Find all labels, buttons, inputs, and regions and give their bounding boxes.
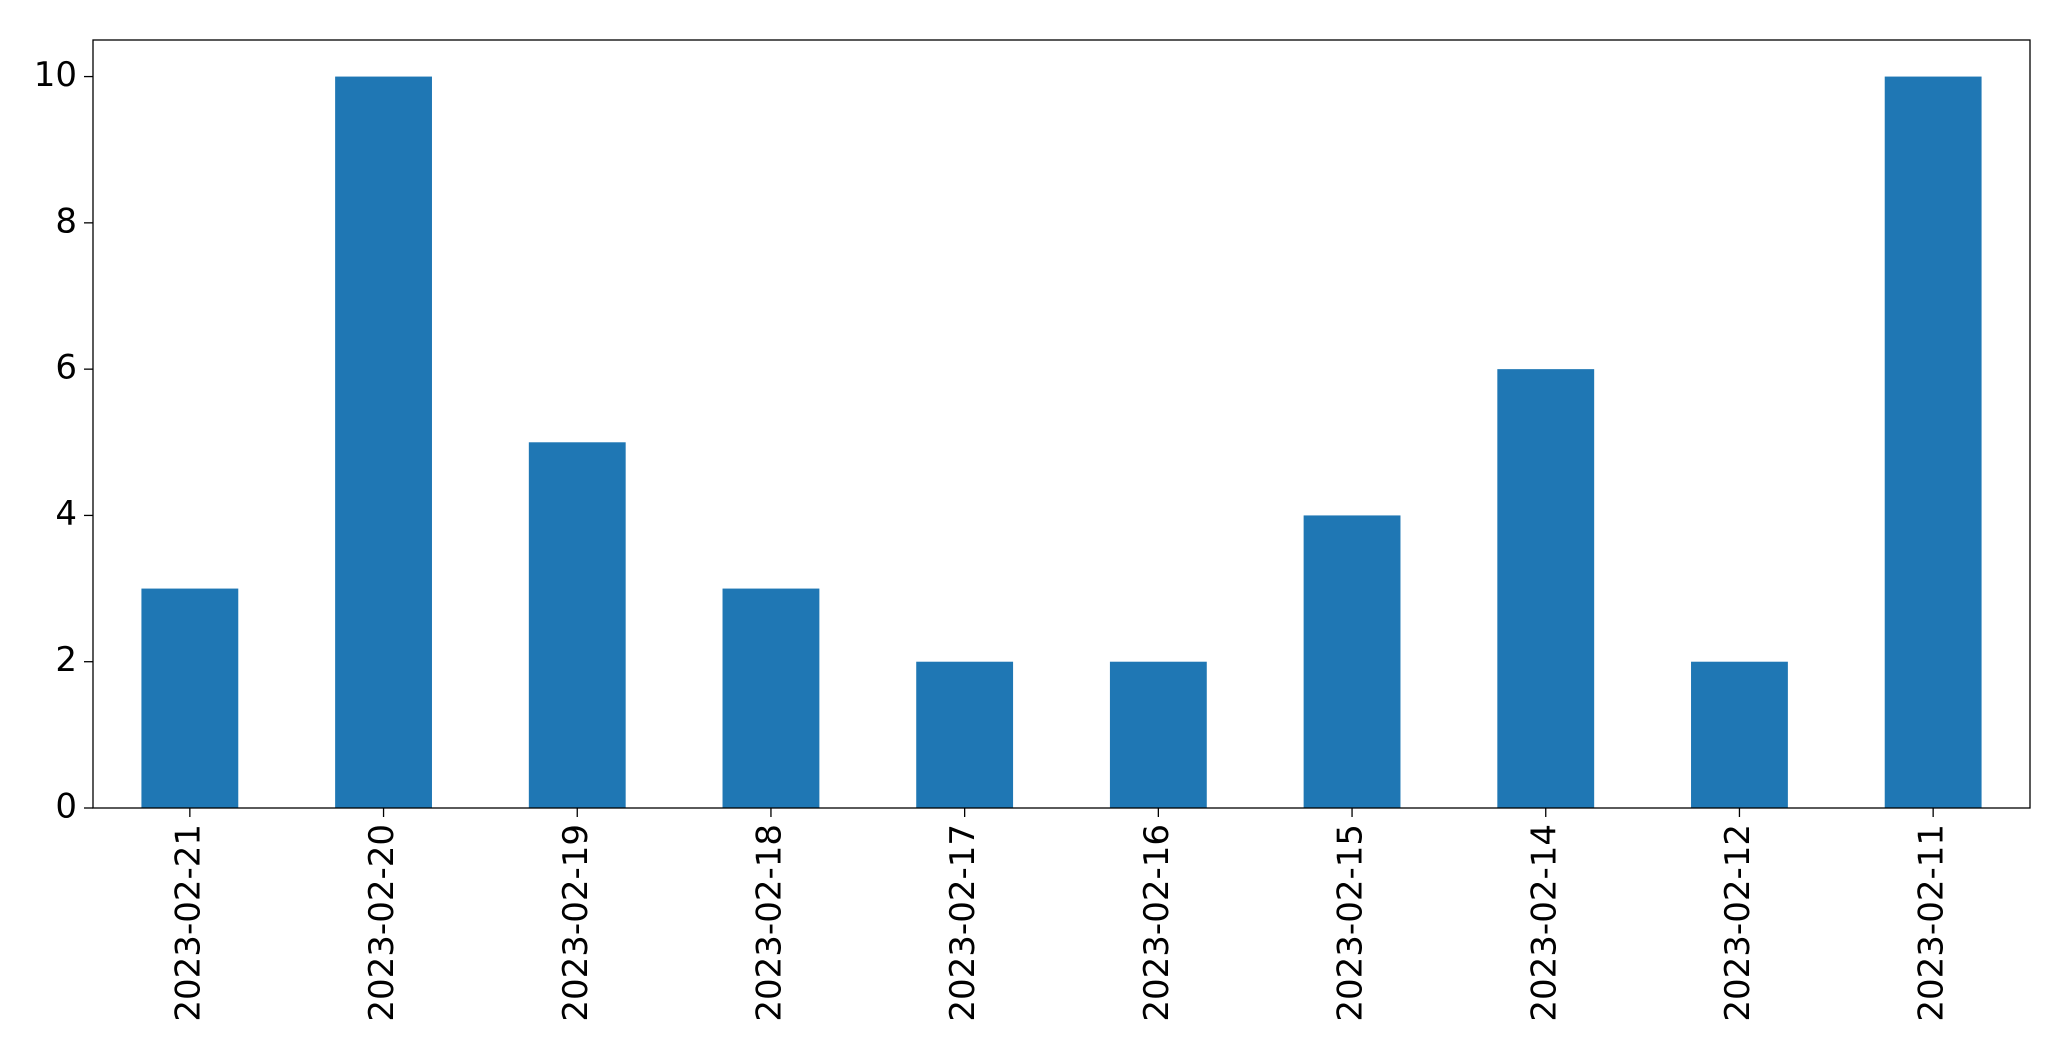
x-tick-label: 2023-02-20 (362, 824, 402, 1022)
x-tick-label: 2023-02-19 (556, 824, 596, 1022)
y-tick-label: 8 (55, 201, 77, 241)
bar (1691, 661, 1788, 808)
bar (1884, 76, 1982, 809)
x-tick-label: 2023-02-12 (1718, 824, 1758, 1022)
plot-frame (92, 39, 2031, 809)
y-tick-label: 4 (55, 494, 77, 534)
y-tick-label: 6 (55, 348, 77, 388)
x-tick-label: 2023-02-14 (1524, 824, 1564, 1022)
bar (335, 76, 432, 809)
x-tick-label: 2023-02-15 (1331, 824, 1371, 1022)
y-tick-label: 0 (55, 787, 77, 827)
x-tick-label: 2023-02-18 (749, 824, 789, 1022)
bar (916, 661, 1014, 808)
y-tick-label: 10 (34, 55, 77, 95)
bar (528, 442, 626, 808)
x-tick-label: 2023-02-16 (1137, 824, 1177, 1022)
x-tick-label: 2023-02-11 (1912, 824, 1952, 1022)
x-tick-label: 2023-02-17 (943, 824, 983, 1022)
bar (722, 588, 820, 808)
bar (141, 588, 239, 808)
bar (1497, 369, 1595, 808)
bar (1303, 515, 1401, 808)
y-tick-label: 2 (55, 640, 77, 680)
x-tick-label: 2023-02-21 (168, 824, 208, 1022)
bar (1109, 661, 1207, 808)
